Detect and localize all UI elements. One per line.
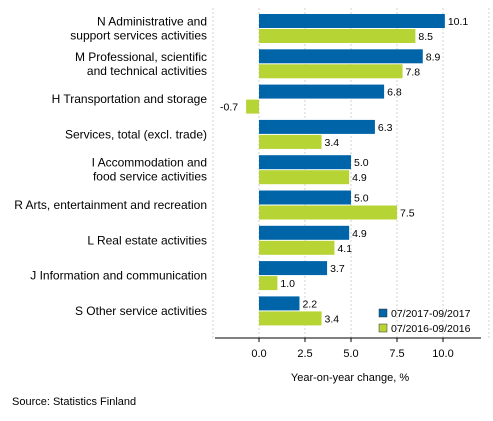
source-note: Source: Statistics Finland bbox=[12, 396, 136, 408]
bar-series-2016 bbox=[259, 134, 322, 149]
x-axis: 0.0 2.5 5.0 7.5 10.0 bbox=[215, 337, 481, 360]
legend-swatch bbox=[378, 308, 388, 318]
bar-series-2017 bbox=[259, 49, 423, 64]
x-tick-label: 0.0 bbox=[251, 348, 266, 360]
bar-series-2017 bbox=[259, 190, 351, 205]
x-axis-label: Year-on-year change, % bbox=[291, 372, 409, 384]
category-label: support services activities bbox=[70, 29, 207, 43]
bar-series-2017 bbox=[259, 155, 351, 170]
bar-value-label: 8.5 bbox=[418, 31, 433, 43]
bar-series-2016 bbox=[259, 29, 416, 43]
bar-value-label: 4.1 bbox=[337, 243, 352, 255]
category-label: S Other service activities bbox=[75, 304, 207, 318]
bar-series-2016 bbox=[259, 240, 335, 255]
bar-series-2017 bbox=[259, 14, 445, 28]
value-labels: 10.1 8.5 8.9 7.8 6.8 -0.7 6.3 3.4 5.0 4.9 5.0 7.5 4.… bbox=[220, 16, 468, 325]
legend-label: 07/2016-09/2016 bbox=[391, 323, 471, 335]
category-label: N Administrative and bbox=[97, 15, 207, 29]
bars bbox=[246, 14, 445, 326]
bar-value-label: 8.9 bbox=[426, 51, 441, 63]
bar-value-label: 3.7 bbox=[330, 263, 345, 275]
bar-series-2016 bbox=[259, 276, 278, 291]
bar-value-label: 7.8 bbox=[406, 66, 421, 78]
x-tick-label: 10.0 bbox=[432, 348, 453, 360]
bar-value-label: 3.4 bbox=[325, 137, 340, 149]
legend-swatch bbox=[378, 323, 388, 333]
bar-value-label: 4.9 bbox=[352, 228, 367, 240]
bar-series-2017 bbox=[259, 261, 328, 276]
category-label: J Information and communication bbox=[30, 269, 207, 283]
x-tick-label: 5.0 bbox=[343, 348, 358, 360]
bar-series-2016 bbox=[259, 64, 403, 79]
category-label: H Transportation and storage bbox=[52, 92, 208, 106]
legend-label: 07/2017-09/2017 bbox=[391, 308, 471, 320]
category-label: L Real estate activities bbox=[87, 233, 207, 247]
bar-series-2016 bbox=[246, 99, 259, 114]
category-label: R Arts, entertainment and recreation bbox=[14, 198, 207, 212]
bar-value-label: 7.5 bbox=[400, 208, 415, 220]
bar-value-label: 10.1 bbox=[448, 16, 469, 28]
category-label: food service activities bbox=[93, 170, 207, 184]
bar-series-2017 bbox=[259, 225, 350, 240]
bar-series-2016 bbox=[259, 205, 397, 220]
category-label: I Accommodation and bbox=[92, 156, 207, 170]
x-tick-label: 7.5 bbox=[389, 348, 404, 360]
bar-value-label: 4.9 bbox=[352, 172, 367, 184]
bar-value-label: 2.2 bbox=[302, 298, 317, 310]
bar-series-2017 bbox=[259, 119, 375, 134]
x-tick-label: 2.5 bbox=[297, 348, 312, 360]
category-label: M Professional, scientific bbox=[75, 50, 207, 64]
legend: 07/2017-09/2017 07/2016-09/2016 bbox=[378, 308, 471, 335]
bar-value-label: 5.0 bbox=[354, 193, 369, 205]
category-label: and technical activities bbox=[87, 64, 207, 78]
bar-value-label: 6.8 bbox=[387, 87, 402, 99]
bar-series-2017 bbox=[259, 296, 300, 311]
bar-value-label: 1.0 bbox=[280, 278, 295, 290]
bar-series-2016 bbox=[259, 311, 322, 326]
bar-value-label: -0.7 bbox=[220, 102, 238, 114]
bar-value-label: 6.3 bbox=[378, 122, 393, 134]
bar-series-2016 bbox=[259, 170, 350, 185]
bar-value-label: 3.4 bbox=[325, 313, 340, 325]
bar-series-2017 bbox=[259, 84, 385, 99]
bar-value-label: 5.0 bbox=[354, 157, 369, 169]
category-label: Services, total (excl. trade) bbox=[65, 127, 207, 141]
